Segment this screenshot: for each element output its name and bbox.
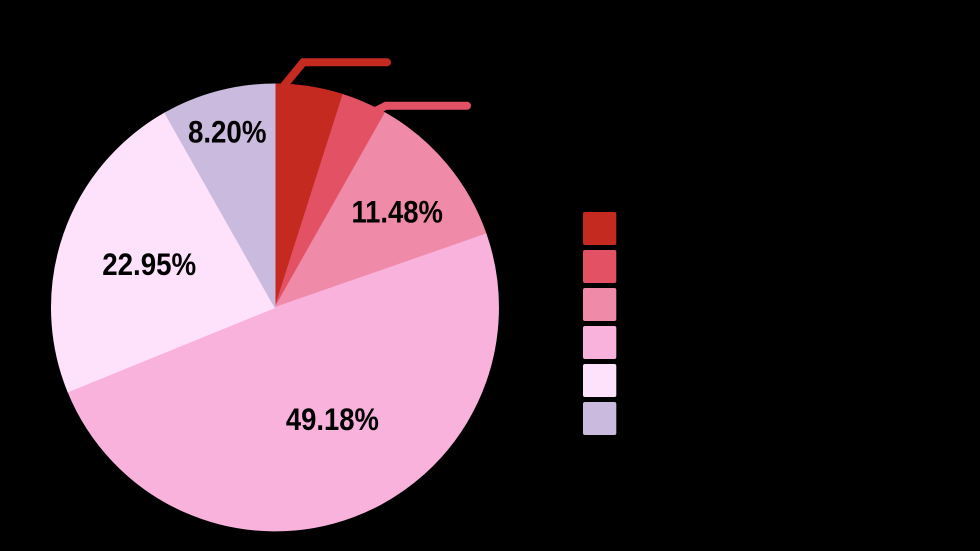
svg-text:4.92%: 4.92%: [397, 48, 476, 79]
svg-text:11.48%: 11.48%: [351, 194, 443, 230]
svg-text:8.20%: 8.20%: [188, 114, 267, 150]
svg-text:3.28%: 3.28%: [478, 91, 557, 122]
svg-text:22.95%: 22.95%: [102, 246, 196, 282]
svg-text:49.18%: 49.18%: [286, 401, 379, 437]
